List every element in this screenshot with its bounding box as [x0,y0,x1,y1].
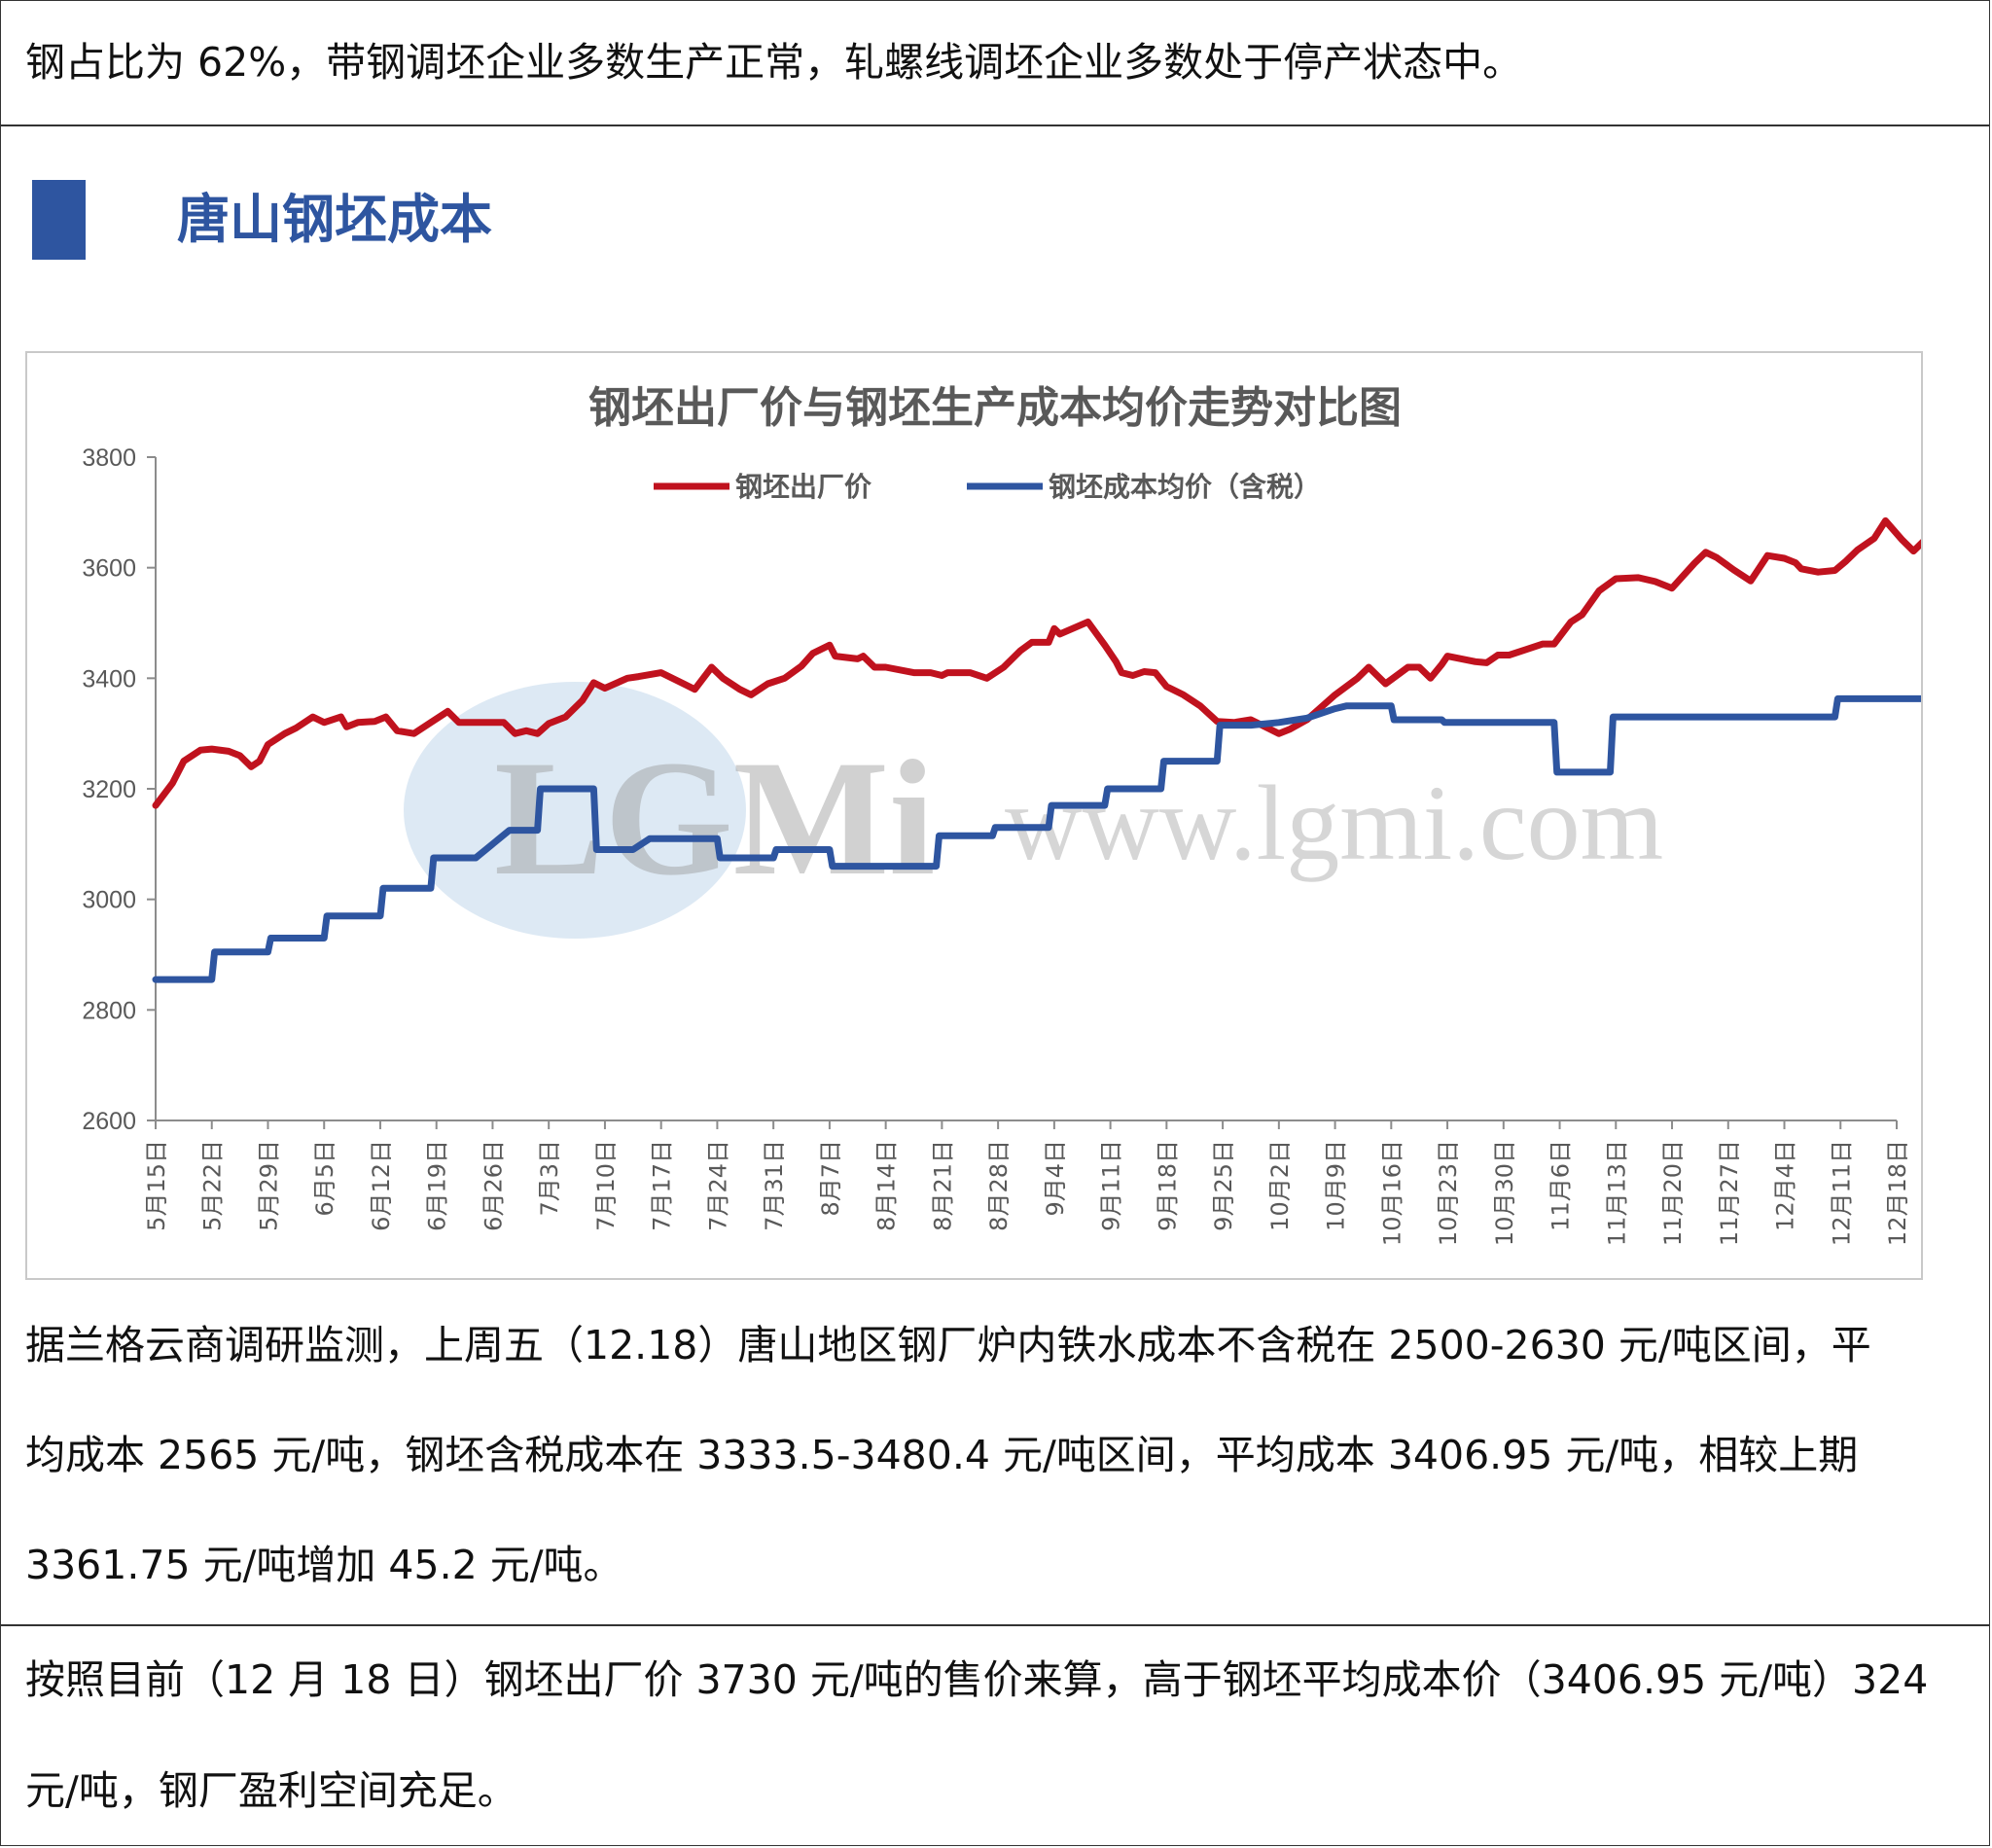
paragraph-line-1: 据兰格云商调研监测，上周五（12.18）唐山地区钢厂炉内铁水成本不含税在 250… [25,1322,1871,1368]
section-marker [32,180,86,260]
x-tick-label: 8月21日 [929,1140,956,1231]
x-tick-label: 9月25日 [1210,1140,1237,1231]
x-tick-label: 6月5日 [311,1140,338,1217]
chart-axes: 2600 2800 3000 3200 3400 3600 3800 5月15日 5月22日 5月… [82,444,1911,1246]
y-tick-label: 3600 [82,555,136,583]
watermark-url-text: www.lgmi.com [1005,764,1663,882]
chart-panel: LGMi www.lgmi.com 钢坯出厂价与钢坯生产成本均价走势对比图 钢坯… [25,351,1923,1280]
y-tick-label: 3200 [82,776,136,803]
x-tick-label: 9月11日 [1098,1140,1125,1231]
y-tick-label: 3800 [82,444,136,472]
x-tick-label: 12月18日 [1884,1140,1911,1246]
chart-series [152,516,1921,983]
series-line-1 [152,516,1921,809]
x-tick-label: 10月30日 [1491,1140,1518,1246]
x-tick-label: 5月29日 [255,1140,282,1231]
legend-label-1: 钢坯出厂价 [735,471,872,503]
x-tick-label: 11月13日 [1603,1140,1630,1246]
x-tick-label: 7月3日 [536,1140,563,1217]
x-tick-label: 10月9日 [1323,1140,1350,1231]
x-tick-label: 10月2日 [1266,1140,1294,1231]
chart-title: 钢坯出厂价与钢坯生产成本均价走势对比图 [588,383,1402,433]
x-tick-label: 11月27日 [1716,1140,1743,1246]
x-tick-label: 8月28日 [985,1140,1013,1231]
watermark-logo-text: LGMi [494,727,935,909]
section-title: 唐山钢坯成本 [177,189,492,250]
x-tick-label: 11月6日 [1547,1140,1575,1231]
y-tick-label: 3400 [82,665,136,693]
x-tick-label: 9月4日 [1042,1140,1069,1217]
paragraph-line-4: 按照目前（12 月 18 日）钢坯出厂价 3730 元/吨的售价来算，高于钢坯平… [25,1656,1929,1703]
x-tick-label: 8月14日 [873,1140,901,1231]
y-tick-label: 3000 [82,887,136,914]
x-tick-label: 5月15日 [143,1140,170,1231]
paragraph-line-3: 3361.75 元/吨增加 45.2 元/吨。 [25,1542,623,1588]
steel-billet-price-cost-chart: LGMi www.lgmi.com 钢坯出厂价与钢坯生产成本均价走势对比图 钢坯… [82,383,1921,1246]
x-tick-label: 5月22日 [199,1140,227,1231]
x-tick-label: 8月7日 [817,1140,844,1217]
x-tick-label: 6月19日 [424,1140,451,1231]
x-tick-label: 7月17日 [649,1140,676,1231]
x-tick-label: 10月23日 [1435,1140,1462,1246]
intro-text: 钢占比为 62%，带钢调坯企业多数生产正常，轧螺线调坯企业多数处于停产状态中。 [25,39,1523,86]
x-tick-label: 7月24日 [704,1140,731,1231]
x-tick-label: 12月11日 [1828,1140,1855,1246]
paragraph-line-5: 元/吨，钢厂盈利空间充足。 [25,1767,517,1814]
x-tick-label: 9月18日 [1154,1140,1181,1231]
chart-legend: 钢坯出厂价 钢坯成本均价（含税） [654,471,1321,503]
x-tick-label: 10月16日 [1378,1140,1405,1246]
x-tick-label: 7月31日 [761,1140,788,1231]
x-tick-label: 6月12日 [368,1140,395,1231]
divider-middle [0,1624,1990,1626]
series-line-2 [152,694,1921,983]
paragraph-line-2: 均成本 2565 元/吨，钢坯含税成本在 3333.5-3480.4 元/吨区间… [25,1432,1859,1478]
x-tick-label: 6月26日 [480,1140,507,1231]
x-tick-label: 11月20日 [1659,1140,1687,1246]
watermark-logo-ellipse [404,682,746,939]
legend-label-2: 钢坯成本均价（含税） [1049,471,1321,503]
x-tick-label: 12月4日 [1772,1140,1799,1231]
divider-top [0,124,1990,126]
y-tick-label: 2800 [82,997,136,1024]
x-tick-label: 7月10日 [592,1140,620,1231]
watermark: LGMi www.lgmi.com [404,682,1663,939]
y-tick-label: 2600 [82,1108,136,1135]
